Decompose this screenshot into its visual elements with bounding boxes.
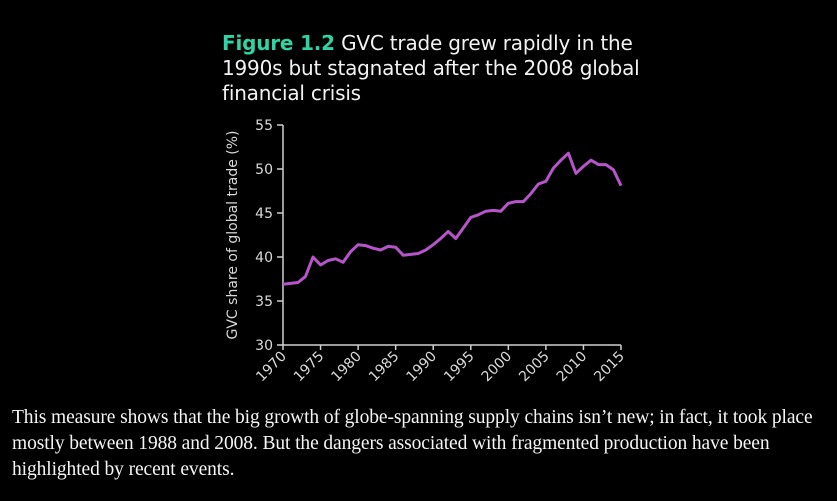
- x-tick-label: 2015: [591, 349, 628, 386]
- x-tick-label: 1985: [366, 349, 403, 386]
- x-tick-label: 2000: [479, 349, 516, 386]
- y-tick-label: 50: [255, 162, 273, 178]
- y-ticks: 30 35 40 45 50 55: [255, 118, 283, 354]
- x-tick-label: 1975: [291, 349, 328, 386]
- series-line: [282, 151, 623, 286]
- x-tick-label: 1990: [404, 349, 441, 386]
- y-tick-label: 35: [255, 294, 273, 310]
- x-tick-label: 2005: [516, 349, 553, 386]
- figure-title-text: GVC trade grew rapidly in the 1990s but …: [222, 31, 640, 105]
- y-axis-title: GVC share of global trade (%): [225, 130, 241, 339]
- x-ticks: 1970 1975 1980 1985 1990 1995 2000 2005 2010 2015: [253, 345, 628, 385]
- figure-number: Figure 1.2: [222, 31, 335, 55]
- axes: [282, 125, 621, 346]
- x-tick-label: 2010: [554, 349, 591, 386]
- x-tick-label: 1995: [441, 349, 478, 386]
- y-tick-label: 55: [255, 118, 273, 134]
- y-tick-label: 40: [255, 250, 273, 266]
- y-tick-label: 30: [255, 338, 273, 354]
- y-tick-label: 45: [255, 206, 273, 222]
- caption-text: This measure shows that the big growth o…: [12, 407, 813, 480]
- x-tick-label: 1980: [328, 349, 365, 386]
- line-chart: 30 35 40 45 50 55 1970 1975 1980 1985 1990 1995 200…: [225, 118, 628, 385]
- figure-title: Figure 1.2 GVC trade grew rapidly in the…: [222, 31, 642, 106]
